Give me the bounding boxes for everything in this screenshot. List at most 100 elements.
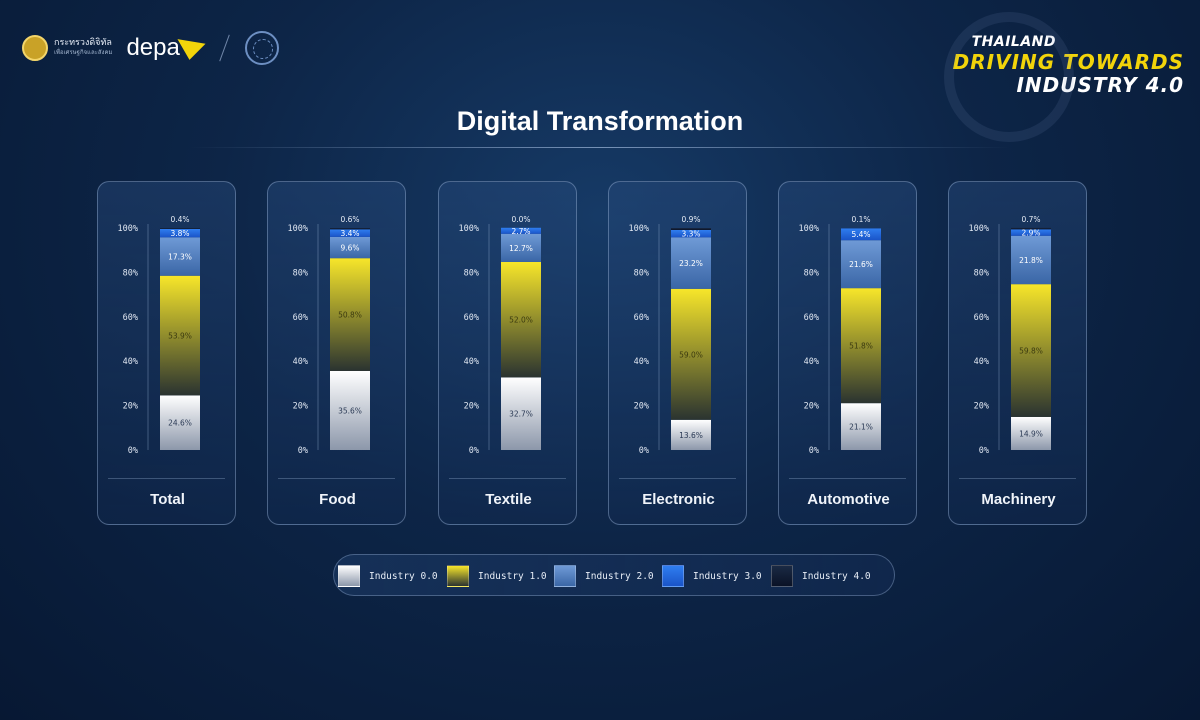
y-tick-label: 20% bbox=[464, 402, 479, 412]
y-tick-label: 100% bbox=[629, 224, 649, 234]
data-label: 59.8% bbox=[1019, 347, 1043, 356]
card-divider bbox=[789, 478, 906, 479]
bar-segment bbox=[501, 227, 541, 234]
bar-segment bbox=[1011, 235, 1051, 285]
bar-segment bbox=[671, 229, 711, 238]
bar-segment bbox=[160, 237, 200, 276]
bar-segment bbox=[1011, 284, 1051, 417]
y-tick-label: 0% bbox=[809, 446, 819, 456]
data-label: 32.7% bbox=[509, 410, 533, 419]
legend-item: Industry 0.0 bbox=[338, 565, 438, 587]
data-label: 24.6% bbox=[168, 419, 192, 428]
chart-card: 0% 20% 40% 60% 80% 100% 13.6% 59.0% 23.2% 3.3% 0.9… bbox=[608, 181, 747, 525]
chart-card: 0% 20% 40% 60% 80% 100% 24.6% 53.9% 17.3% 3.8% 0.4… bbox=[97, 181, 236, 525]
data-label: 0.0% bbox=[511, 215, 530, 224]
category-label: Electronic bbox=[642, 491, 715, 508]
y-tick-label: 0% bbox=[128, 446, 138, 456]
data-label: 23.2% bbox=[679, 259, 703, 268]
ministry-name: กระทรวงดิจิทัล bbox=[54, 38, 112, 48]
legend-swatch bbox=[338, 565, 360, 587]
y-tick-label: 100% bbox=[459, 224, 479, 234]
partner-emblem-icon bbox=[244, 31, 279, 65]
y-tick-label: 60% bbox=[293, 313, 308, 323]
bar-segment bbox=[330, 236, 370, 259]
y-tick-label: 60% bbox=[974, 313, 989, 323]
data-label: 13.6% bbox=[679, 431, 703, 440]
bar-segment bbox=[1011, 416, 1051, 450]
bar-segment bbox=[841, 228, 881, 241]
y-tick-label: 20% bbox=[293, 402, 308, 412]
y-tick-label: 40% bbox=[974, 357, 989, 367]
data-label: 51.8% bbox=[849, 342, 873, 351]
bar-segment bbox=[671, 228, 711, 230]
y-tick-label: 60% bbox=[464, 313, 479, 323]
bar-segment bbox=[671, 419, 711, 450]
card-divider bbox=[959, 478, 1076, 479]
legend-item: Industry 2.0 bbox=[554, 565, 654, 587]
stacked-bar-chart: 0% 20% 40% 60% 80% 100% 24.6% 53.9% 17.3% 3.8% 0.4… bbox=[118, 215, 200, 456]
seal-icon bbox=[22, 35, 48, 61]
data-label: 2.9% bbox=[1021, 229, 1040, 238]
y-tick-label: 0% bbox=[639, 446, 649, 456]
card-divider bbox=[619, 478, 736, 479]
stacked-bar-chart: 0% 20% 40% 60% 80% 100% 13.6% 59.0% 23.2% 3.3% 0.9… bbox=[629, 215, 711, 456]
bar-segment bbox=[160, 275, 200, 396]
data-label: 17.3% bbox=[168, 253, 192, 262]
bar-segment bbox=[160, 228, 200, 229]
card-divider bbox=[449, 478, 566, 479]
arrow-icon bbox=[177, 28, 209, 60]
data-label: 3.3% bbox=[681, 230, 700, 239]
data-label: 21.1% bbox=[849, 423, 873, 432]
y-tick-label: 20% bbox=[634, 402, 649, 412]
data-label: 35.6% bbox=[338, 406, 362, 415]
data-label: 0.9% bbox=[681, 215, 700, 224]
bar-segment bbox=[330, 258, 370, 371]
stacked-bar-chart: 0% 20% 40% 60% 80% 100% 35.6% 50.8% 9.6% 3.4% 0.6% bbox=[288, 215, 370, 456]
legend-label: Industry 0.0 bbox=[369, 570, 438, 582]
depa-logo: depa bbox=[126, 28, 209, 62]
chart-card: 0% 20% 40% 60% 80% 100% 35.6% 50.8% 9.6% 3.4% 0.6%… bbox=[267, 181, 406, 525]
stacked-bar-chart: 0% 20% 40% 60% 80% 100% 14.9% 59.8% 21.8% 2.9% 0.7… bbox=[969, 215, 1051, 456]
bar-segment bbox=[841, 288, 881, 404]
y-tick-label: 80% bbox=[804, 268, 819, 278]
card-divider bbox=[108, 478, 225, 479]
y-tick-label: 60% bbox=[123, 313, 138, 323]
category-label: Total bbox=[150, 491, 185, 508]
ministry-subtitle: เพื่อเศรษฐกิจและสังคม bbox=[54, 49, 113, 56]
y-tick-label: 100% bbox=[799, 224, 819, 234]
category-label: Automotive bbox=[807, 491, 890, 508]
y-tick-label: 40% bbox=[464, 357, 479, 367]
logo-divider bbox=[219, 34, 230, 62]
data-label: 5.4% bbox=[851, 230, 870, 239]
legend-item: Industry 3.0 bbox=[662, 565, 762, 587]
y-tick-label: 80% bbox=[123, 268, 138, 278]
data-label: 0.1% bbox=[851, 215, 870, 224]
data-label: 53.9% bbox=[168, 332, 192, 341]
y-tick-label: 0% bbox=[469, 446, 479, 456]
bar-segment bbox=[671, 288, 711, 420]
y-tick-label: 100% bbox=[969, 224, 989, 234]
bar-segment bbox=[841, 240, 881, 289]
data-label: 52.0% bbox=[509, 316, 533, 325]
y-tick-label: 40% bbox=[293, 357, 308, 367]
legend-item: Industry 1.0 bbox=[447, 565, 547, 587]
data-label: 59.0% bbox=[679, 350, 703, 359]
y-tick-label: 60% bbox=[634, 313, 649, 323]
y-tick-label: 80% bbox=[634, 268, 649, 278]
y-tick-label: 80% bbox=[464, 268, 479, 278]
bar-segment bbox=[841, 403, 881, 450]
legend-swatch bbox=[771, 565, 793, 587]
data-label: 3.8% bbox=[170, 229, 189, 238]
data-label: 12.7% bbox=[509, 244, 533, 253]
bar-segment bbox=[1011, 227, 1051, 230]
depa-wordmark: depa bbox=[126, 34, 180, 61]
data-label: 14.9% bbox=[1019, 429, 1043, 438]
category-label: Textile bbox=[485, 491, 532, 508]
bar-segment bbox=[1011, 229, 1051, 236]
legend-swatch bbox=[447, 565, 469, 587]
bar-segment bbox=[330, 229, 370, 237]
data-label: 3.4% bbox=[340, 229, 359, 238]
legend-label: Industry 2.0 bbox=[585, 570, 654, 582]
data-label: 0.6% bbox=[340, 215, 359, 224]
legend-swatch bbox=[662, 565, 684, 587]
